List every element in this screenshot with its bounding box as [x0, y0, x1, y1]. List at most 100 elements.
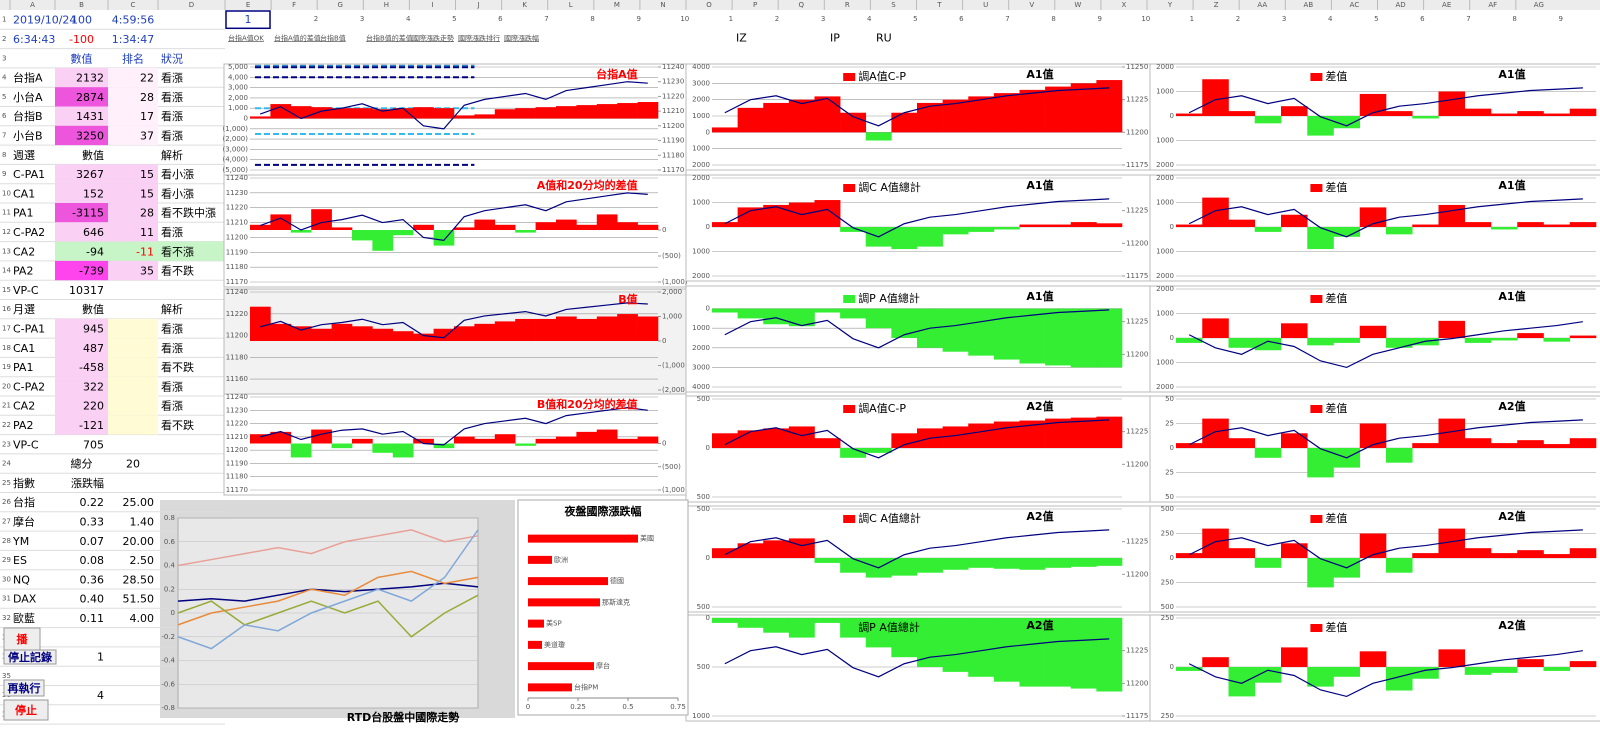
y-tick-label: 2000: [692, 272, 710, 280]
cell-text: 17: [140, 110, 154, 123]
price-line: [724, 198, 1110, 238]
price-line: [724, 419, 1110, 459]
area-bar: [494, 434, 516, 444]
area-bar: [1045, 86, 1072, 133]
bar-label: 歐洲: [554, 555, 568, 564]
cell-fill: [108, 106, 158, 126]
chart-tab[interactable]: 台指B值的差值: [366, 33, 413, 42]
button-face[interactable]: [3, 649, 57, 665]
legend-swatch: [843, 624, 856, 632]
cell-fill: [55, 203, 108, 223]
area-bar: [763, 618, 790, 633]
series-line: [177, 529, 479, 650]
row-number: 13: [2, 247, 11, 255]
row2-label: IZ: [736, 31, 747, 44]
area-bar: [1412, 224, 1439, 227]
button-face[interactable]: [3, 699, 49, 721]
row1-number: 9: [636, 15, 640, 23]
cell-fill: [108, 260, 158, 281]
area-bar: [311, 107, 332, 119]
area-bar: [1202, 318, 1229, 338]
area-bar: [535, 438, 557, 444]
cell-text: 看不跌: [161, 360, 194, 374]
area-bar: [1070, 618, 1097, 689]
area-bar: [392, 108, 414, 119]
area-bar: [712, 618, 738, 623]
column-letter: AE: [1442, 1, 1451, 9]
cell-text: C-PA2: [13, 226, 45, 239]
y2-tick-label: 11225: [1126, 96, 1148, 104]
chart-title: A1值: [1026, 178, 1053, 192]
area-bar: [474, 438, 496, 444]
row2-label: IP: [830, 31, 840, 44]
cell-fill: [108, 203, 158, 223]
chart-tab[interactable]: 國際漲跌幅: [504, 33, 539, 42]
area-bar: [788, 538, 815, 558]
y-tick-label: 1000: [692, 112, 710, 120]
chart-title: A1值: [1026, 67, 1053, 81]
area-bar: [290, 326, 312, 341]
chart-tab[interactable]: 國際漲跌走勢: [412, 33, 454, 42]
area-bar: [814, 96, 841, 133]
bar: [528, 662, 594, 671]
price-line: [260, 302, 648, 339]
row1-number: 9: [1558, 15, 1562, 23]
legend-swatch: [1310, 515, 1323, 523]
legend-swatch: [1310, 184, 1323, 192]
area-bar: [1569, 222, 1597, 227]
chart-tab[interactable]: 台指A值的差值: [274, 33, 321, 42]
area-bar: [1254, 448, 1282, 458]
price-line: [1188, 87, 1583, 127]
y-tick-label: (5,000): [222, 166, 248, 174]
y-tick-label: 250: [1161, 579, 1174, 587]
area-bar: [331, 443, 353, 449]
area-bar: [891, 112, 918, 133]
chart-tab[interactable]: 台指B值: [320, 33, 346, 42]
y-tick-label: 2000: [1156, 161, 1174, 169]
y-tick-label: 0: [706, 554, 710, 562]
button-label[interactable]: 再執行: [8, 681, 41, 695]
area-bar: [250, 306, 271, 341]
y-tick-label: 1000: [692, 199, 710, 207]
cell-text: -121: [79, 419, 104, 432]
y-tick-label: 11230: [226, 189, 248, 197]
button-face[interactable]: [3, 679, 45, 697]
column-letter: U: [983, 1, 988, 9]
series-line: [177, 529, 479, 567]
button-label[interactable]: 停止: [15, 703, 37, 717]
price-line: [1188, 419, 1583, 459]
row1-number: 4: [1328, 15, 1333, 23]
area-bar: [968, 618, 995, 677]
area-bar: [331, 108, 353, 119]
y2-tick-label: 11210: [662, 107, 684, 115]
chart-title: B值: [618, 292, 637, 306]
cell-text: -11: [136, 245, 154, 258]
chart-tab[interactable]: 國際漲跌排行: [458, 33, 500, 42]
area-bar: [917, 227, 943, 247]
cell-text: 摩台: [13, 514, 35, 528]
cell-text: 3250: [76, 129, 104, 142]
y-tick-label: 0: [706, 223, 710, 231]
y2-tick-label: 11200: [662, 122, 684, 130]
legend-swatch: [843, 295, 856, 303]
cell-text: 台指A: [13, 71, 43, 85]
row-number: 27: [2, 517, 11, 525]
chart-tab[interactable]: 台指A值OK: [228, 33, 264, 42]
button-label[interactable]: 播: [17, 632, 29, 646]
area-bar: [270, 104, 292, 119]
y-tick-label: 4000: [692, 383, 710, 391]
area-bar: [1070, 83, 1097, 133]
row1-number: 4: [867, 15, 872, 23]
price-line: [724, 87, 1110, 127]
area-bar: [865, 618, 892, 648]
y2-tick-label: (1,000): [662, 278, 688, 286]
area-bar: [1464, 548, 1492, 558]
area-bar: [331, 323, 353, 341]
area-bar: [1307, 667, 1334, 687]
cell-text: YM: [12, 535, 29, 548]
column-letter: A: [30, 1, 35, 9]
button-label[interactable]: 停止記錄: [8, 650, 52, 664]
y-tick-label: 500: [697, 603, 710, 611]
y2-tick-label: 11220: [662, 92, 684, 100]
area-bar: [1254, 558, 1282, 568]
